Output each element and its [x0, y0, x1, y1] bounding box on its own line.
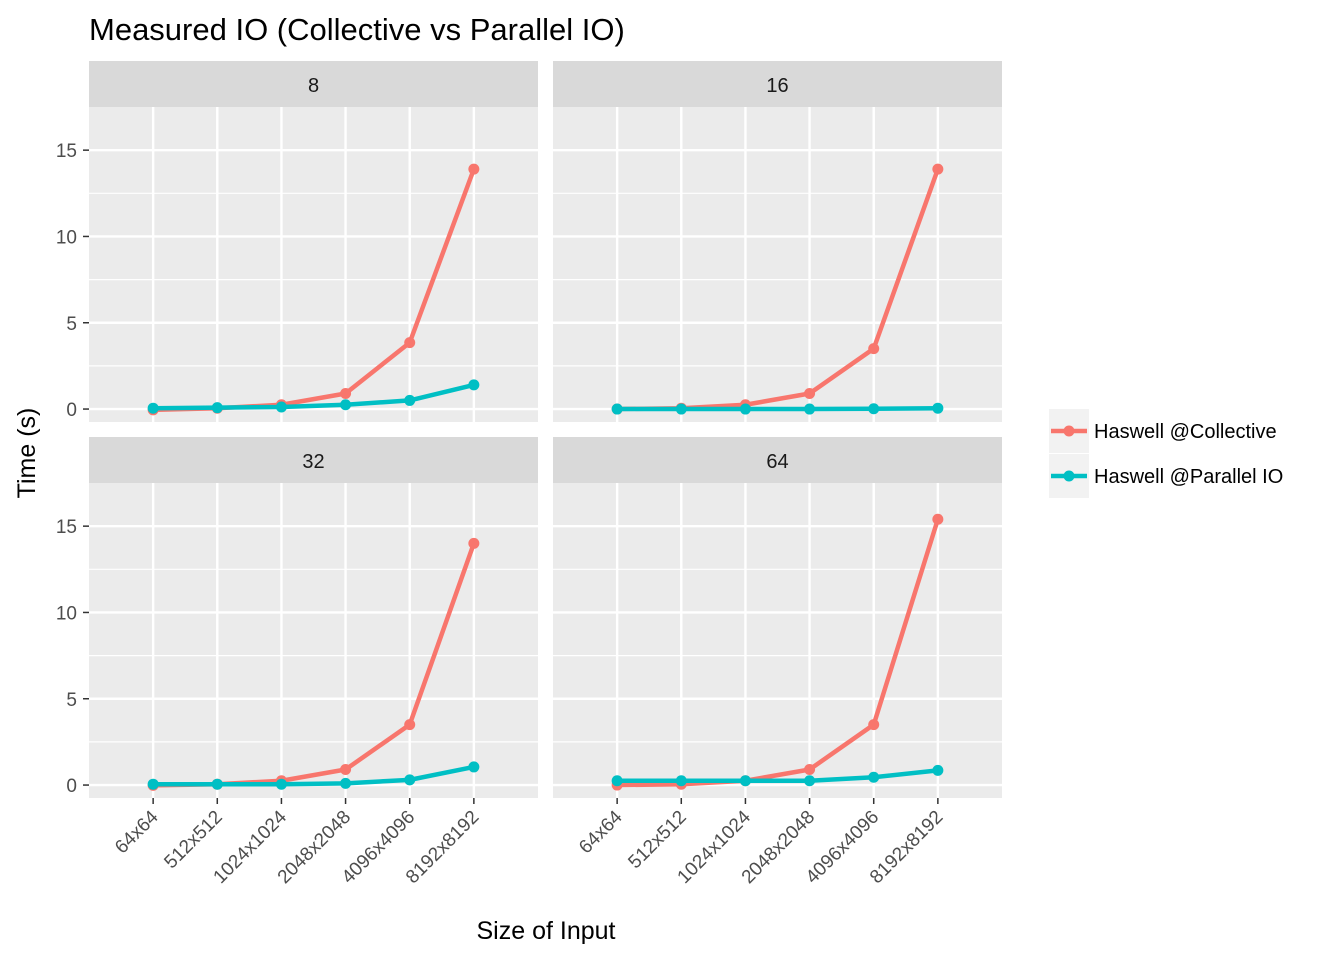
data-point-haswell-collective: [804, 388, 816, 400]
x-tick-label: 64x64: [575, 806, 627, 858]
data-point-haswell-collective: [932, 163, 944, 175]
data-point-haswell-parallel-io: [147, 402, 159, 414]
data-point-haswell-collective: [468, 163, 480, 175]
y-tick-label: 5: [66, 690, 77, 711]
data-point-haswell-parallel-io: [340, 399, 352, 411]
x-axis-title: Size of Input: [477, 917, 616, 945]
data-point-haswell-parallel-io: [675, 775, 687, 787]
panel-background: [89, 107, 538, 422]
data-point-haswell-parallel-io: [468, 761, 480, 773]
data-point-haswell-parallel-io: [932, 402, 944, 414]
y-tick-label: 0: [66, 400, 77, 421]
legend-key-point: [1063, 470, 1075, 482]
x-tick-label: 512x512: [160, 807, 226, 873]
data-point-haswell-parallel-io: [275, 401, 287, 413]
series-line-haswell-parallel-io: [617, 405, 938, 412]
facet-strip: [553, 437, 1002, 483]
legend-item-haswell-collective: Haswell @Collective: [1049, 409, 1277, 453]
data-point-haswell-collective: [404, 337, 416, 349]
data-point-haswell-parallel-io: [611, 775, 623, 787]
data-point-haswell-parallel-io: [804, 403, 816, 415]
y-tick-label: 15: [56, 517, 77, 538]
facet-strip-label: 8: [308, 75, 319, 97]
data-point-haswell-parallel-io: [147, 778, 159, 790]
x-tick-label: 64x64: [111, 806, 163, 858]
data-point-haswell-parallel-io: [804, 775, 816, 787]
panel-background: [89, 483, 538, 798]
data-point-haswell-parallel-io: [739, 403, 751, 415]
facet-strip: [553, 61, 1002, 107]
y-tick-label: 0: [66, 776, 77, 797]
data-point-haswell-parallel-io: [739, 775, 751, 787]
facet-panels: 8051015163205101564x64512x5121024x102420…: [56, 61, 1002, 888]
data-point-haswell-collective: [340, 388, 352, 400]
data-point-haswell-collective: [932, 513, 944, 525]
legend-label: Haswell @Parallel IO: [1094, 466, 1283, 488]
data-point-haswell-parallel-io: [468, 379, 480, 391]
series-line-haswell-collective: [617, 518, 941, 788]
facet-strip-label: 16: [766, 75, 788, 97]
y-tick-label: 10: [56, 603, 77, 624]
data-point-haswell-collective: [468, 537, 480, 549]
data-point-haswell-parallel-io: [404, 394, 416, 406]
facet-panel-8: 8 0 5 10 15: [56, 61, 538, 422]
data-point-haswell-collective: [404, 719, 416, 731]
data-point-haswell-parallel-io: [275, 778, 287, 790]
series-line-haswell-parallel-io: [153, 382, 475, 411]
y-tick-label: 15: [56, 141, 77, 162]
x-tick-label: 512x512: [624, 807, 690, 873]
chart-title: Measured IO (Collective vs Parallel IO): [89, 12, 625, 47]
data-point-haswell-parallel-io: [404, 774, 416, 786]
y-axis-title: Time (s): [13, 408, 41, 499]
panel-background: [553, 107, 1002, 422]
data-point-haswell-parallel-io: [868, 403, 880, 415]
series-line-haswell-parallel-io: [153, 764, 475, 787]
legend-item-haswell-parallel-io: Haswell @Parallel IO: [1049, 454, 1283, 498]
legend-key-point: [1063, 425, 1075, 437]
facet-strip-label: 32: [302, 451, 324, 473]
data-point-haswell-parallel-io: [211, 778, 223, 790]
y-tick-label: 10: [56, 227, 77, 248]
facet-panel-16: 16: [553, 61, 1002, 422]
data-point-haswell-parallel-io: [675, 403, 687, 415]
data-point-haswell-parallel-io: [868, 771, 880, 783]
data-point-haswell-parallel-io: [611, 403, 623, 415]
legend: Haswell @Collective Haswell @Parallel IO: [1049, 409, 1283, 498]
facet-panel-32: 3205101564x64512x5121024x10242048x204840…: [56, 437, 538, 888]
panel-background: [553, 483, 1002, 798]
data-point-haswell-parallel-io: [211, 402, 223, 414]
data-point-haswell-collective: [868, 343, 880, 355]
series-line-haswell-parallel-io: [617, 768, 939, 783]
data-point-haswell-collective: [804, 764, 816, 776]
y-tick-label: 5: [66, 314, 77, 335]
facet-strip: [89, 437, 538, 483]
data-point-haswell-parallel-io: [340, 777, 352, 789]
facet-panel-64: 6464x64512x5121024x10242048x20484096x409…: [553, 437, 1002, 888]
facet-strip-label: 64: [766, 451, 788, 473]
data-point-haswell-parallel-io: [932, 764, 944, 776]
legend-label: Haswell @Collective: [1094, 421, 1277, 443]
data-point-haswell-collective: [868, 719, 880, 731]
data-point-haswell-collective: [340, 764, 352, 776]
facet-strip: [89, 61, 538, 107]
